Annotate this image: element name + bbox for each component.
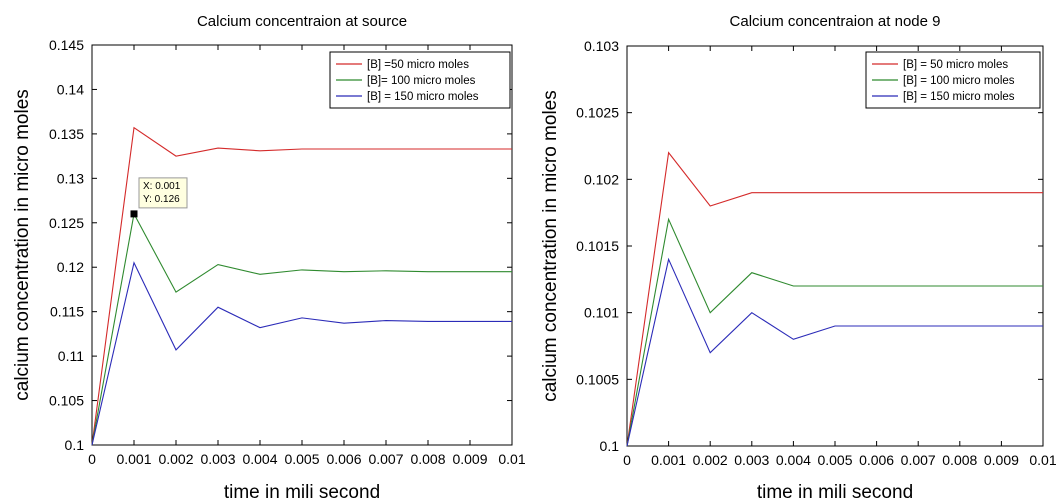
- legend-label-1: [B] =50 micro moles: [367, 59, 469, 71]
- datatip-y-label: Y: 0.126: [143, 194, 180, 205]
- y-tick-label: 0.101: [584, 305, 619, 321]
- legend-label-2: [B] = 100 micro moles: [903, 75, 1015, 87]
- x-tick-label: 0.009: [984, 452, 1019, 468]
- chart-source: Calcium concentraion at source 0 0.001 0.00…: [12, 13, 526, 503]
- legend-label-3: [B] = 150 micro moles: [367, 91, 479, 103]
- x-tick-label: 0.002: [693, 452, 728, 468]
- x-tick-label: 0.003: [734, 452, 769, 468]
- x-tick-label: 0.005: [284, 451, 319, 467]
- x-tick-label: 0.004: [242, 451, 277, 467]
- x-tick-label: 0.007: [368, 451, 403, 467]
- y-tick-label: 0.11: [58, 348, 84, 364]
- chart-title: Calcium concentraion at source: [197, 13, 407, 30]
- x-tick-label: 0.006: [326, 451, 361, 467]
- y-tick-label: 0.12: [57, 259, 84, 275]
- x-tick-label: 0.01: [1029, 452, 1056, 468]
- y-axis-label: calcium concentration in micro moles: [540, 90, 561, 402]
- x-tick-label: 0.006: [859, 452, 894, 468]
- x-tick-label: 0: [88, 451, 96, 467]
- y-tick-label: 0.1025: [576, 105, 619, 121]
- x-tick-label: 0.004: [776, 452, 811, 468]
- series-line-1: [91, 126, 512, 446]
- legend-label-3: [B] = 150 micro moles: [903, 91, 1015, 103]
- x-tick-label: 0.005: [817, 452, 852, 468]
- y-tick-label: 0.103: [584, 38, 619, 54]
- series-line-3: [626, 257, 1043, 447]
- y-tick-label: 0.145: [49, 37, 84, 53]
- x-tick-label: 0.003: [200, 451, 235, 467]
- x-tick-label: 0.008: [410, 451, 445, 467]
- x-tick-label: 0.008: [942, 452, 977, 468]
- legend-label-2: [B]= 100 micro moles: [367, 75, 476, 87]
- x-tick-label: 0.007: [901, 452, 936, 468]
- x-tick-label: 0.001: [651, 452, 686, 468]
- y-tick-label: 0.102: [584, 171, 619, 187]
- y-tick-label: 0.135: [49, 126, 84, 142]
- x-axis-label: time in mili second: [224, 482, 380, 503]
- datatip-marker: [130, 210, 138, 218]
- legend-label-1: [B] = 50 micro moles: [903, 59, 1008, 71]
- y-tick-label: 0.105: [49, 393, 84, 409]
- x-axis-label: time in mili second: [757, 482, 913, 503]
- y-tick-label: 0.125: [49, 215, 84, 231]
- datatip-x-label: X: 0.001: [143, 181, 181, 192]
- x-tick-label: 0.002: [158, 451, 193, 467]
- series-line-3: [91, 261, 512, 446]
- x-tick-label: 0.009: [452, 451, 487, 467]
- y-tick-label: 0.115: [50, 304, 84, 320]
- x-tick-label: 0: [623, 452, 631, 468]
- series-line-2: [91, 212, 512, 446]
- x-tick-label: 0.001: [116, 451, 151, 467]
- x-tick-label: 0.01: [498, 451, 525, 467]
- y-axis-label: calcium concentration in micro moles: [12, 89, 33, 401]
- series-line-2: [626, 217, 1043, 447]
- y-tick-label: 0.14: [57, 81, 84, 97]
- y-tick-label: 0.1: [65, 437, 85, 453]
- datatip-box: [138, 177, 188, 209]
- series-line-1: [626, 151, 1043, 447]
- y-tick-label: 0.1015: [576, 238, 619, 254]
- y-tick-label: 0.1: [600, 438, 620, 454]
- y-tick-label: 0.1005: [576, 371, 619, 387]
- y-tick-label: 0.13: [57, 170, 84, 186]
- chart-title: Calcium concentraion at node 9: [730, 13, 941, 30]
- chart-node-9: Calcium concentraion at node 9 0 0.001 0.00…: [540, 13, 1056, 503]
